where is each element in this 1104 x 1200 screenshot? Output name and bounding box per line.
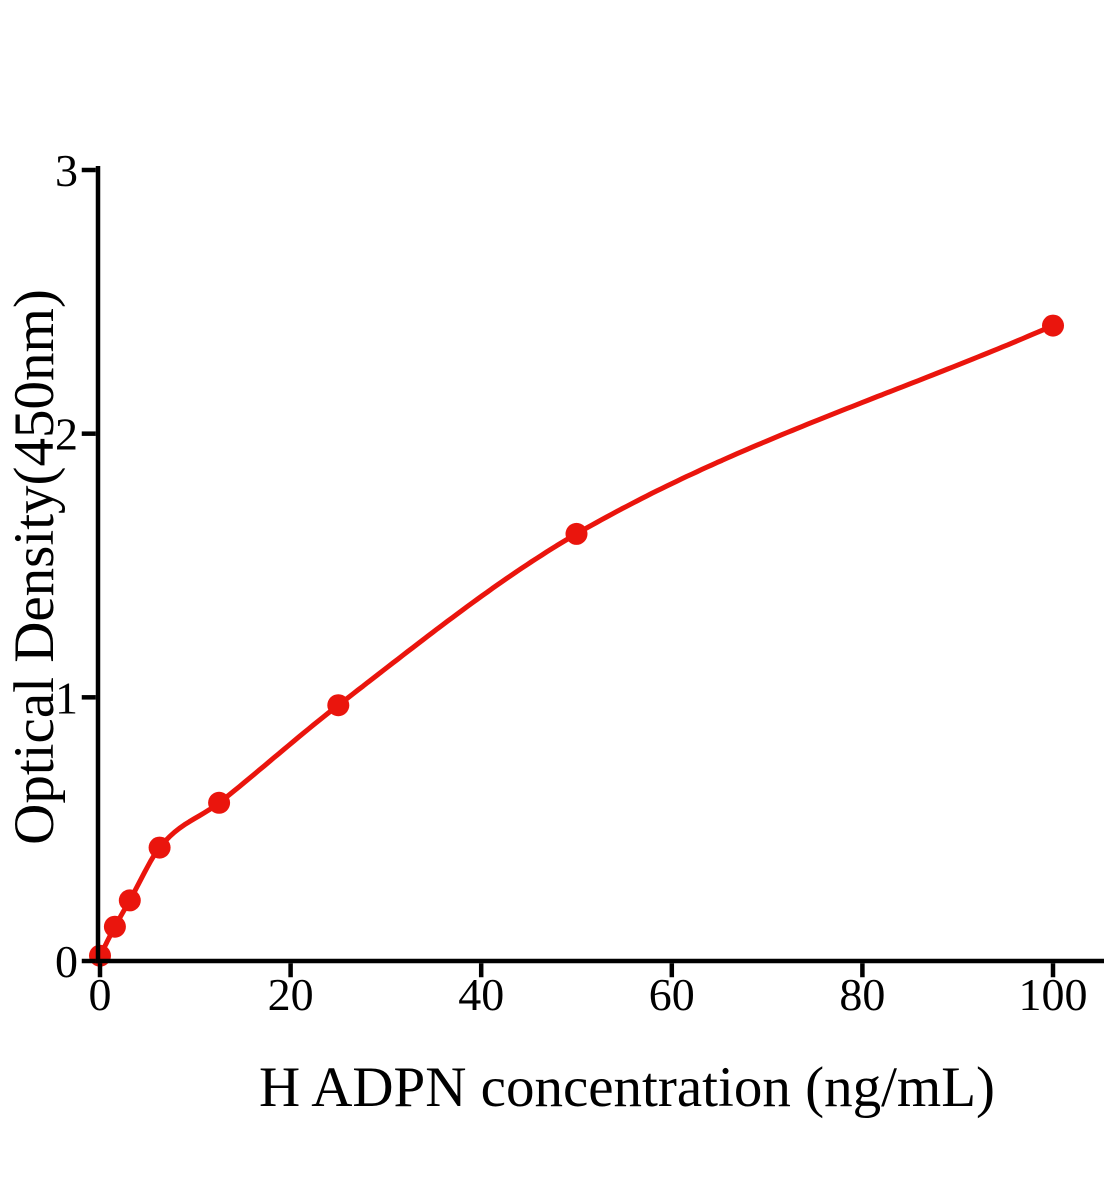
x-tick-label: 100	[1019, 969, 1088, 1020]
x-tick-label: 40	[458, 969, 504, 1020]
y-tick-label: 1	[55, 672, 78, 723]
data-point	[208, 791, 231, 814]
data-point	[327, 694, 350, 717]
data-series-layer	[89, 314, 1064, 967]
y-tick-label: 0	[55, 936, 78, 987]
data-point	[1042, 314, 1064, 337]
axes-layer: 0 20 40 60 80 100 0 1 2 3	[55, 145, 1104, 1020]
x-tick-label: 20	[268, 969, 314, 1020]
y-axis-title: Optical Density(450nm)	[3, 289, 66, 845]
x-tick-label: 60	[649, 969, 695, 1020]
x-tick-label: 0	[89, 969, 112, 1020]
data-point	[103, 915, 126, 938]
data-point	[148, 836, 171, 859]
fit-curve	[97, 323, 1056, 959]
data-point	[118, 889, 141, 912]
y-tick-label: 3	[55, 145, 78, 196]
x-axis-title: H ADPN concentration (ng/mL)	[259, 1056, 995, 1119]
data-point	[565, 522, 588, 545]
y-tick-label: 2	[55, 409, 78, 460]
x-tick-label: 80	[839, 969, 885, 1020]
